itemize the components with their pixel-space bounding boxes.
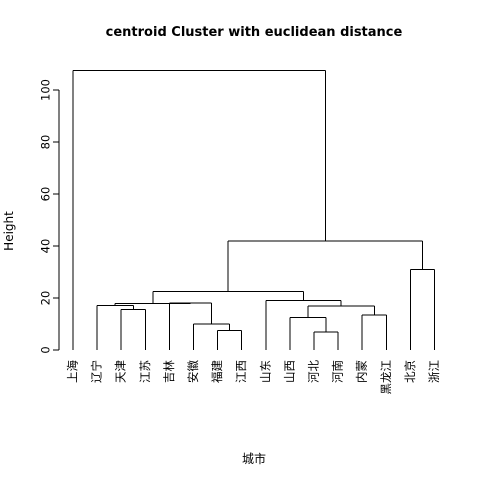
leaf-label-2: 天津 [114, 360, 128, 383]
leaf-label-12: 内蒙 [355, 360, 369, 383]
leaf-label-1: 辽宁 [90, 360, 104, 383]
x-axis-label: 城市 [242, 451, 266, 466]
leaf-label-0: 上海 [66, 360, 80, 383]
leaf-label-5: 安徽 [186, 360, 200, 383]
leaf-label-6: 福建 [210, 360, 224, 383]
leaf-label-4: 吉林 [162, 360, 176, 383]
dendrogram-tree [72, 70, 435, 350]
leaf-label-3: 江苏 [138, 360, 152, 383]
leaf-label-11: 河南 [331, 360, 345, 383]
leaf-label-10: 河北 [307, 360, 321, 383]
leaf-label-15: 浙江 [427, 360, 441, 383]
leaf-labels: 上海 辽宁 天津 江苏 吉林 安徽 福建 江西 山东 山西 河北 河南 内蒙 黑龙江 北京 浙江 [66, 360, 442, 395]
y-axis-label: Height [2, 211, 16, 251]
y-tick-label-3: 60 [39, 187, 53, 202]
leaf-label-14: 北京 [403, 360, 417, 383]
chart-title: centroid Cluster with euclidean distance [106, 25, 403, 40]
y-tick-label-5: 100 [39, 79, 53, 101]
y-axis: 0 20 40 60 80 100 [39, 79, 60, 354]
y-tick-label-2: 40 [39, 239, 53, 254]
y-tick-label-1: 20 [39, 291, 53, 306]
leaf-label-8: 山东 [258, 360, 272, 383]
leaf-label-7: 江西 [234, 360, 248, 383]
leaf-label-13: 黑龙江 [379, 360, 393, 395]
y-tick-label-0: 0 [39, 346, 53, 353]
y-tick-label-4: 80 [39, 135, 53, 150]
leaf-label-9: 山西 [282, 360, 296, 383]
